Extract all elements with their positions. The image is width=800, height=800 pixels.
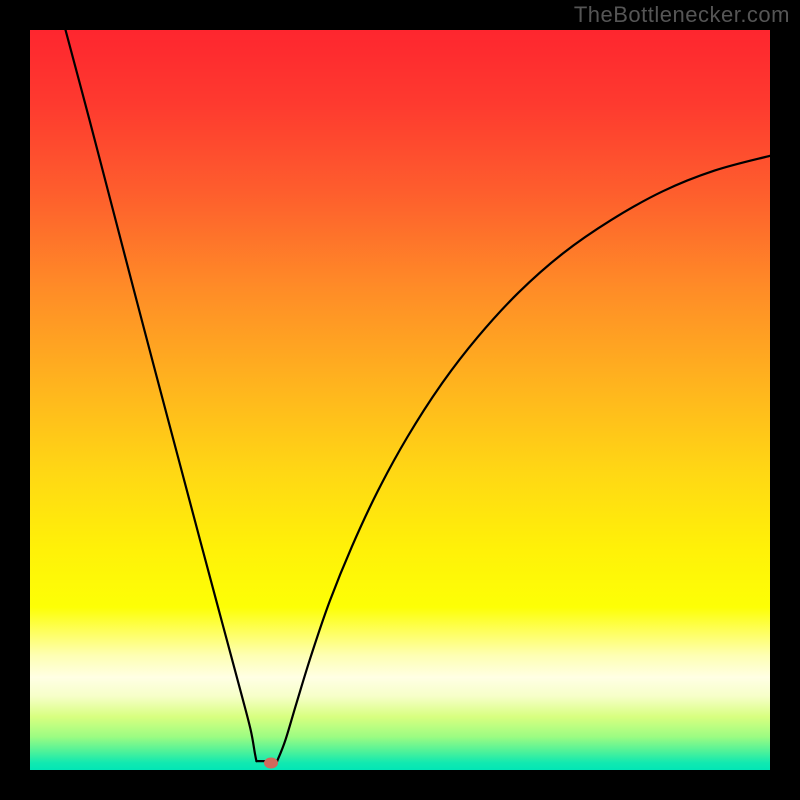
bottleneck-curve [30, 30, 770, 770]
plot-area [30, 30, 770, 770]
chart-frame: TheBottlenecker.com [0, 0, 800, 800]
vertex-marker [264, 757, 278, 768]
watermark-text: TheBottlenecker.com [574, 2, 790, 28]
